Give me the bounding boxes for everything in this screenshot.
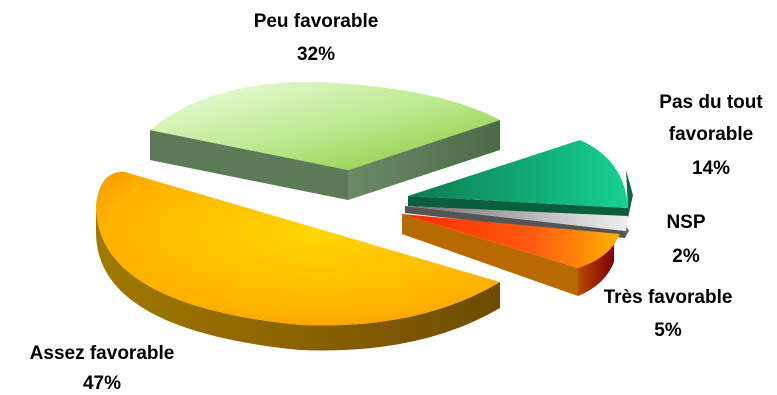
label-assez-favorable-category: Assez favorable	[30, 343, 175, 364]
label-tres-favorable: Très favorable 5%	[604, 287, 733, 341]
label-pas-du-tout-favorable-line1: Pas du tout	[659, 92, 763, 113]
label-assez-favorable: Assez favorable 47%	[30, 343, 175, 394]
label-pas-du-tout-favorable-value: 14%	[692, 158, 730, 179]
pie-slice-assez-favorable	[96, 171, 500, 351]
label-nsp: NSP 2%	[666, 212, 705, 267]
label-pas-du-tout-favorable-line2: favorable	[669, 124, 753, 145]
label-nsp-category: NSP	[666, 212, 705, 233]
label-assez-favorable-value: 47%	[83, 373, 121, 394]
label-peu-favorable-category: Peu favorable	[254, 11, 379, 32]
pie-slice-tres-favorable	[402, 214, 620, 296]
label-peu-favorable: Peu favorable 32%	[254, 11, 379, 65]
label-pas-du-tout-favorable: Pas du tout favorable 14%	[659, 92, 763, 179]
label-tres-favorable-value: 5%	[654, 320, 682, 341]
pie-slice-peu-favorable	[150, 81, 500, 200]
pie-slice-pas-du-tout-favorable	[408, 140, 633, 218]
label-nsp-value: 2%	[672, 246, 700, 267]
label-peu-favorable-value: 32%	[297, 44, 335, 65]
label-tres-favorable-category: Très favorable	[604, 287, 733, 308]
